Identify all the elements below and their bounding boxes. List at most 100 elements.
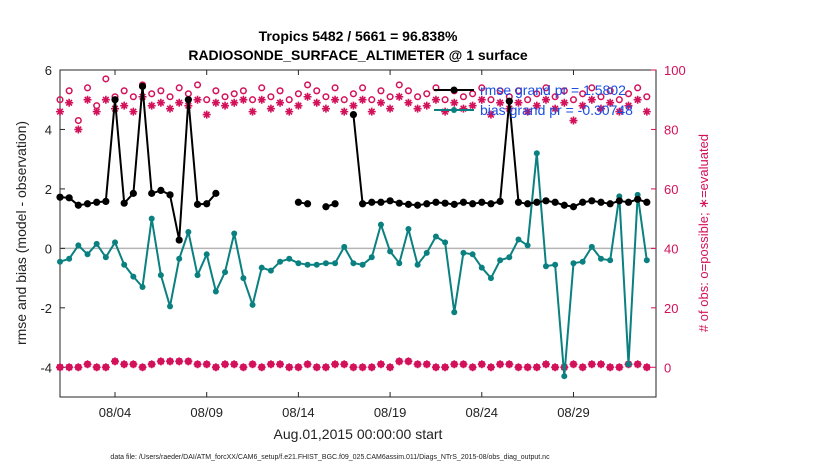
obs-evaluated-marker bbox=[468, 363, 477, 372]
bias-point bbox=[442, 239, 449, 246]
obs-evaluated-marker bbox=[65, 98, 74, 107]
obs-evaluated-marker bbox=[303, 360, 312, 369]
obs-evaluated-marker bbox=[349, 101, 358, 110]
bias-point bbox=[414, 261, 421, 268]
footnote: data file: /Users/raeder/DAI/ATM_forcXX/… bbox=[110, 454, 550, 461]
obs-evaluated-marker bbox=[111, 357, 120, 366]
bias-point bbox=[515, 236, 522, 243]
bias-point bbox=[478, 264, 485, 271]
bias-point bbox=[286, 255, 293, 262]
obs-evaluated-marker bbox=[459, 360, 468, 369]
obs-possible-marker bbox=[414, 93, 422, 101]
y-right-tick-label: 40 bbox=[664, 241, 678, 256]
obs-possible-marker bbox=[615, 96, 623, 104]
bias-point bbox=[377, 221, 384, 228]
obs-evaluated-marker bbox=[156, 357, 165, 366]
rmse-point bbox=[129, 189, 137, 197]
obs-evaluated-marker bbox=[285, 363, 294, 372]
obs-evaluated-marker bbox=[606, 363, 615, 372]
bias-point bbox=[75, 242, 82, 249]
obs-evaluated-marker bbox=[523, 107, 532, 116]
rmse-point bbox=[83, 200, 92, 208]
obs-possible-marker bbox=[340, 96, 348, 104]
obs-evaluated-marker bbox=[303, 92, 312, 101]
legend-bias-label: bias grand pr = -0.30748 bbox=[480, 102, 633, 118]
obs-evaluated-marker bbox=[101, 363, 110, 372]
obs-evaluated-marker bbox=[266, 104, 275, 113]
obs-evaluated-marker bbox=[65, 363, 74, 372]
bias-point bbox=[313, 261, 320, 268]
rmse-point bbox=[634, 195, 642, 203]
bias-point bbox=[295, 260, 302, 267]
bias-point bbox=[267, 267, 274, 274]
obs-evaluated-marker bbox=[514, 98, 523, 107]
obs-possible-marker bbox=[212, 87, 220, 95]
rmse-point bbox=[56, 193, 64, 201]
obs-evaluated-marker bbox=[422, 101, 431, 110]
obs-evaluated-marker bbox=[138, 363, 147, 372]
obs-evaluated-marker bbox=[74, 125, 83, 134]
obs-evaluated-marker bbox=[266, 360, 275, 369]
obs-possible-marker bbox=[643, 93, 651, 101]
bias-point bbox=[506, 254, 513, 261]
obs-possible-marker bbox=[129, 93, 137, 101]
rmse-point bbox=[432, 198, 440, 206]
obs-evaluated-marker bbox=[376, 98, 385, 107]
rmse-point bbox=[148, 189, 156, 197]
rmse-point bbox=[386, 197, 394, 205]
bias-point bbox=[469, 251, 476, 258]
obs-evaluated-marker bbox=[248, 360, 257, 369]
legend-rmse-marker bbox=[450, 86, 458, 94]
y-tick-label: -2 bbox=[40, 301, 52, 316]
obs-evaluated-marker bbox=[56, 363, 64, 372]
bias-point bbox=[157, 272, 164, 279]
obs-possible-marker bbox=[551, 93, 559, 101]
y-right-tick-label: 20 bbox=[664, 301, 678, 316]
obs-possible-marker bbox=[606, 87, 614, 95]
rmse-point bbox=[93, 198, 101, 206]
obs-evaluated-marker bbox=[129, 107, 138, 116]
bias-point bbox=[552, 261, 559, 268]
obs-possible-marker bbox=[524, 96, 532, 104]
obs-evaluated-marker bbox=[596, 104, 605, 113]
obs-evaluated-marker bbox=[294, 363, 303, 372]
y-right-tick-label: 0 bbox=[664, 360, 671, 375]
obs-evaluated-marker bbox=[431, 363, 440, 372]
obs-evaluated-marker bbox=[606, 98, 615, 107]
obs-possible-marker bbox=[221, 93, 229, 101]
obs-possible-marker bbox=[313, 87, 321, 95]
obs-evaluated-marker bbox=[331, 95, 340, 104]
obs-evaluated-marker bbox=[321, 104, 330, 113]
obs-evaluated-marker bbox=[166, 357, 175, 366]
obs-evaluated-marker bbox=[211, 98, 220, 107]
rmse-point bbox=[303, 200, 312, 208]
chart-title: Tropics 5482 / 5661 = 96.838% bbox=[259, 28, 458, 44]
obs-evaluated-marker bbox=[83, 360, 92, 369]
obs-possible-marker bbox=[514, 87, 523, 95]
rmse-point bbox=[175, 236, 183, 244]
rmse-point bbox=[212, 189, 220, 197]
bias-point bbox=[121, 261, 128, 268]
bias-point bbox=[277, 258, 284, 265]
obs-possible-marker bbox=[542, 84, 550, 92]
bias-point bbox=[524, 242, 531, 249]
obs-evaluated-marker bbox=[83, 95, 92, 104]
obs-evaluated-marker bbox=[184, 357, 193, 366]
x-axis-ticks: 08/04 08/09 08/14 08/19 08/24 08/29 bbox=[99, 70, 590, 420]
y-tick-label: -4 bbox=[40, 360, 52, 375]
obs-evaluated-marker bbox=[477, 360, 486, 369]
y-right-axis-ticks: 0 20 40 60 80 100 bbox=[651, 63, 686, 375]
obs-evaluated-marker bbox=[386, 104, 395, 113]
obs-possible-marker bbox=[533, 90, 541, 98]
bias-point bbox=[84, 251, 91, 258]
obs-evaluated-marker bbox=[624, 101, 633, 110]
y-tick-label: 4 bbox=[45, 122, 52, 137]
obs-evaluated-marker bbox=[541, 360, 550, 369]
rmse-point bbox=[542, 197, 550, 205]
x-axis-label: Aug.01,2015 00:00:00 start bbox=[274, 426, 443, 442]
rmse-point bbox=[560, 201, 568, 209]
bias-point bbox=[607, 257, 614, 264]
obs-evaluated-marker bbox=[551, 363, 560, 372]
rmse-point bbox=[615, 197, 623, 205]
x-tick-label: 08/04 bbox=[99, 405, 132, 420]
